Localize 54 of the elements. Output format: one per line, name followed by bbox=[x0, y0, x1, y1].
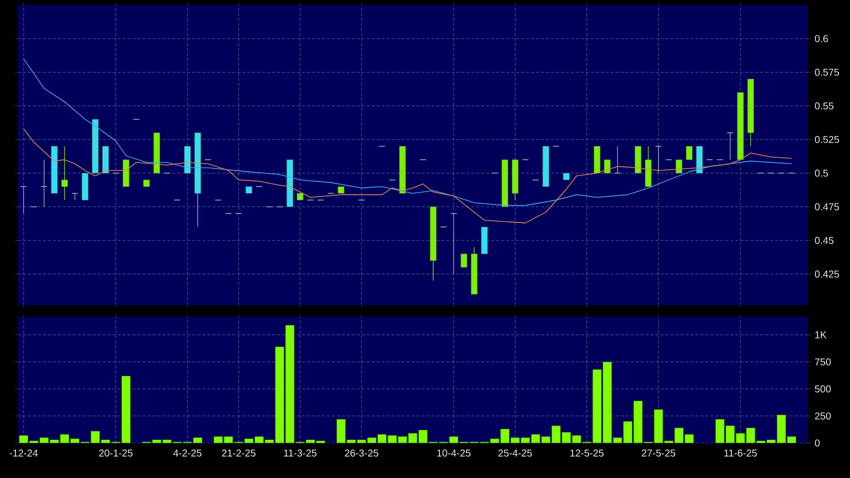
y-tick-label: 750 bbox=[815, 358, 831, 366]
candlestick bbox=[154, 132, 160, 174]
x-tick-label: 20-1-25 bbox=[99, 450, 133, 457]
candlestick bbox=[246, 186, 252, 194]
x-tick-label: 27-5-25 bbox=[642, 450, 676, 457]
x-tick-label: 26-3-25 bbox=[344, 450, 378, 457]
candlestick bbox=[296, 193, 304, 200]
candlestick bbox=[686, 146, 692, 160]
y-tick-label: 0.475 bbox=[814, 203, 840, 210]
candlestick bbox=[184, 146, 191, 174]
x-tick-label: 25-4-25 bbox=[498, 450, 532, 457]
candlestick bbox=[634, 146, 642, 174]
x-tick-label: 21-2-25 bbox=[222, 450, 256, 457]
candlestick bbox=[542, 146, 550, 187]
candlestick bbox=[563, 173, 570, 180]
x-tick-label: 12-5-25 bbox=[570, 450, 604, 457]
candlestick bbox=[594, 146, 600, 174]
candlestick bbox=[502, 160, 508, 207]
candlestick bbox=[20, 186, 28, 214]
candlestick bbox=[143, 180, 150, 187]
y-tick-label: 500 bbox=[814, 385, 831, 392]
y-tick-label: 0.575 bbox=[814, 68, 840, 76]
y-tick-label: 0.6 bbox=[814, 35, 828, 42]
candlestick bbox=[450, 213, 458, 274]
candlestick bbox=[102, 146, 109, 174]
candlestick bbox=[51, 146, 58, 194]
candlestick bbox=[604, 160, 611, 174]
y-tick-label: 0.55 bbox=[814, 102, 834, 110]
candlestick bbox=[676, 160, 682, 174]
x-tick-label: 10-4-25 bbox=[437, 450, 470, 457]
y-tick-label: 0.45 bbox=[814, 236, 834, 244]
y-tick-label: 0.425 bbox=[814, 270, 840, 278]
candlestick bbox=[399, 146, 406, 194]
y-tick-label: 250 bbox=[815, 412, 831, 420]
candlestick bbox=[61, 146, 68, 200]
x-tick-label: -12-24 bbox=[10, 450, 38, 456]
candlestick bbox=[82, 173, 88, 200]
y-tick-label: 0 bbox=[814, 439, 820, 447]
y-tick-label: 0.5 bbox=[814, 170, 828, 177]
candlestick bbox=[286, 160, 294, 207]
candlestick bbox=[460, 254, 468, 268]
x-tick-label: 11-3-25 bbox=[284, 450, 316, 457]
y-tick-label: 0.525 bbox=[814, 136, 840, 144]
candlestick bbox=[737, 92, 744, 160]
line-series bbox=[23, 58, 792, 206]
y-tick-label: 1K bbox=[815, 331, 827, 338]
x-tick-label: 11-6-25 bbox=[724, 450, 757, 457]
candlestick bbox=[40, 159, 48, 208]
x-tick-label: 4-2-25 bbox=[173, 450, 202, 457]
candlestick bbox=[122, 160, 130, 187]
candlestick bbox=[481, 226, 488, 254]
candlestick bbox=[696, 146, 703, 174]
candlestick bbox=[338, 186, 344, 194]
candlestick bbox=[92, 119, 99, 174]
